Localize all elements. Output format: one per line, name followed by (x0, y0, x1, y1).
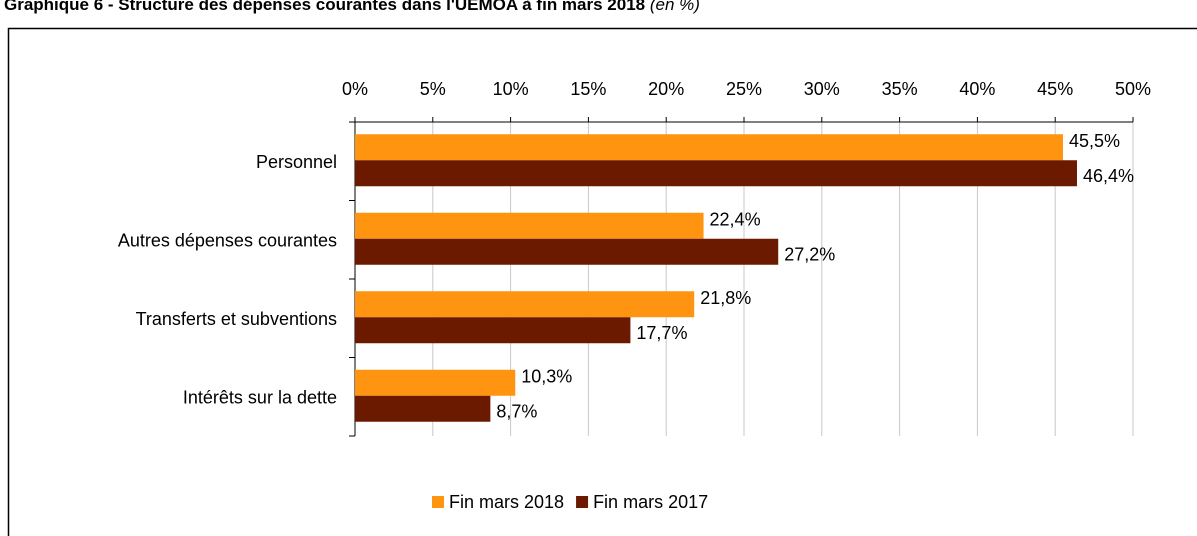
value-label: 22,4% (710, 210, 761, 230)
subtitle: (en %) (650, 0, 700, 14)
y-tick-label: Autres dépenses courantes (118, 231, 337, 251)
value-label: 8,7% (496, 402, 537, 422)
x-tick-label: 5% (420, 79, 446, 99)
x-tick-label: 20% (648, 79, 684, 99)
bar (355, 160, 1077, 187)
y-tick-label: Personnel (256, 152, 337, 172)
value-label: 21,8% (700, 288, 751, 308)
bar (355, 212, 704, 239)
x-tick-label: 35% (882, 79, 918, 99)
value-label: 46,4% (1083, 166, 1134, 186)
x-tick-label: 25% (726, 79, 762, 99)
x-tick-label: 50% (1115, 79, 1151, 99)
x-tick-label: 10% (493, 79, 529, 99)
legend-label: Fin mars 2018 (449, 492, 564, 512)
chart-frame (7, 27, 1197, 536)
bar (355, 369, 516, 396)
bar (355, 395, 491, 422)
value-label: 10,3% (521, 367, 572, 387)
legend-swatch (432, 496, 444, 508)
x-tick-label: 45% (1037, 79, 1073, 99)
x-tick-label: 40% (959, 79, 995, 99)
value-label: 45,5% (1069, 131, 1120, 151)
bar (355, 291, 695, 318)
bar (355, 317, 631, 344)
value-label: 17,7% (636, 323, 687, 343)
bar (355, 238, 779, 265)
title-text: Graphique 6 - Structure des dépenses cou… (4, 0, 645, 14)
y-tick-label: Intérêts sur la dette (183, 388, 337, 408)
bar (355, 134, 1063, 161)
legend-swatch (576, 496, 589, 508)
chart-title: Graphique 6 - Structure des dépenses cou… (4, 0, 700, 14)
x-tick-label: 30% (804, 79, 840, 99)
value-label: 27,2% (784, 245, 835, 265)
y-tick-label: Transferts et subventions (136, 309, 337, 329)
x-tick-label: 15% (570, 79, 606, 99)
legend-label: Fin mars 2017 (593, 492, 708, 512)
x-tick-label: 0% (342, 79, 368, 99)
